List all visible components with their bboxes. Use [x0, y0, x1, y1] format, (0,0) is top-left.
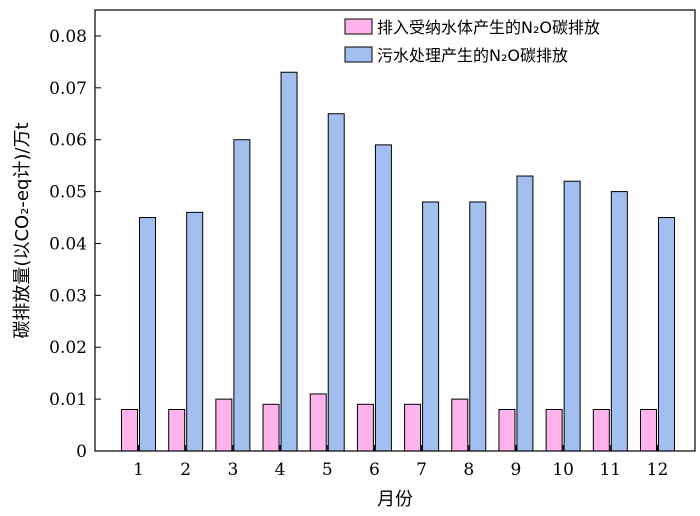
bar-series-1-month-3 [215, 398, 233, 452]
bar-series-2-month-5 [327, 113, 345, 452]
x-tick-label: 5 [322, 460, 333, 480]
x-tick-label: 11 [599, 460, 621, 480]
bar-series-2-month-9 [516, 175, 534, 452]
bar-series-1-month-6 [356, 403, 374, 452]
bar-series-1-month-9 [498, 408, 516, 452]
bar-series-2-month-6 [374, 144, 392, 452]
bar-series-2-month-7 [422, 201, 440, 452]
bar-series-1-month-1 [121, 408, 138, 452]
y-tick-label: 0.08 [49, 27, 87, 47]
y-tick-label: 0.04 [49, 234, 87, 254]
bar-series-2-month-4 [280, 71, 298, 452]
y-tick-label: 0.06 [49, 131, 87, 151]
bar-series-1-month-2 [168, 408, 186, 452]
y-tick-label: 0.05 [49, 183, 87, 203]
x-tick-label: 3 [227, 460, 238, 480]
x-tick-label: 12 [647, 460, 669, 480]
bar-series-1-month-8 [451, 398, 469, 452]
bars-layer [121, 71, 675, 452]
bar-series-2-month-10 [563, 180, 581, 452]
bar-series-1-month-5 [309, 393, 327, 452]
bar-series-2-month-2 [186, 211, 204, 452]
x-tick-label: 9 [511, 460, 522, 480]
y-tick-label: 0.01 [49, 390, 87, 410]
bar-series-2-month-12 [658, 217, 675, 452]
legend-label-series-2: 污水处理产生的N₂O碳排放 [377, 46, 568, 65]
bar-series-1-month-11 [592, 408, 610, 452]
y-tick-label: 0.07 [49, 79, 87, 99]
x-tick-label: 2 [180, 460, 191, 480]
plot-frame [94, 9, 696, 452]
legend-label-series-1: 排入受纳水体产生的N₂O碳排放 [377, 18, 600, 37]
legend-swatch-series-2 [344, 46, 373, 63]
legend: 排入受纳水体产生的N₂O碳排放 污水处理产生的N₂O碳排放 [344, 18, 600, 65]
bar-series-1-month-10 [545, 408, 563, 452]
bar-series-1-month-4 [262, 403, 280, 452]
x-tick-label: 8 [463, 460, 474, 480]
bar-series-2-month-3 [233, 139, 251, 452]
bar-series-1-month-7 [404, 403, 422, 452]
bar-series-1-month-12 [640, 408, 657, 452]
y-tick-label: 0.03 [49, 286, 87, 306]
bar-series-2-month-8 [469, 201, 487, 452]
legend-swatch-series-1 [344, 18, 373, 35]
x-tick-label: 4 [275, 460, 286, 480]
x-tick-label: 7 [416, 460, 427, 480]
y-tick-label: 0.02 [49, 338, 87, 358]
bar-series-2-month-1 [139, 217, 156, 452]
x-tick-label: 1 [133, 460, 144, 480]
x-tick-label: 6 [369, 460, 380, 480]
y-axis-title: 碳排放量(以CO₂-eq计)/万t [12, 122, 33, 338]
bar-series-2-month-11 [610, 191, 628, 452]
y-tick-label: 0 [76, 442, 87, 462]
x-axis-title: 月份 [377, 489, 413, 510]
ticks-layer: 00.010.020.030.040.050.060.070.081 2 3 4 5 6 7… [49, 27, 668, 480]
x-tick-label: 10 [552, 460, 574, 480]
